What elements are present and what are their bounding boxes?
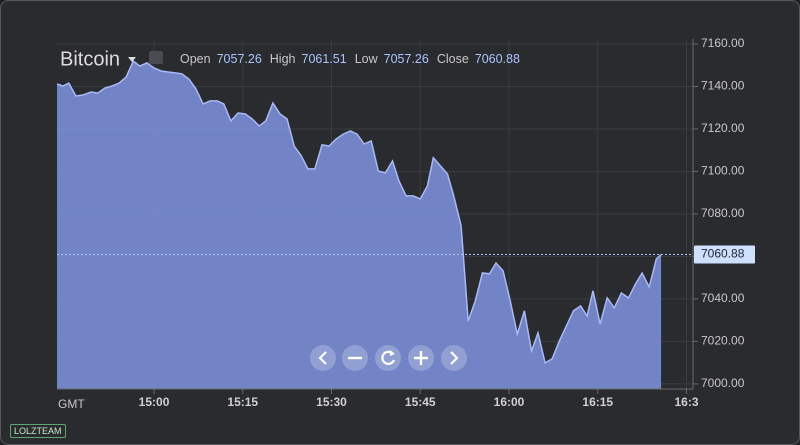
legend-value: 7057.26 (216, 52, 262, 66)
x-tick-label: 16:15 (582, 395, 613, 409)
watermark: LOLZTEAM (10, 424, 66, 438)
y-tick-label: 7040.00 (701, 291, 745, 305)
reset-button[interactable] (375, 345, 401, 371)
y-tick-label: 7160.00 (701, 36, 745, 50)
next-button[interactable] (441, 345, 467, 371)
last-price-label: 7060.88 (701, 247, 745, 261)
y-tick-label: 7000.00 (701, 376, 745, 390)
area-fill (57, 61, 662, 389)
y-tick-label: 7080.00 (701, 206, 745, 220)
y-tick-label: 7140.00 (701, 79, 745, 93)
title-dropdown[interactable] (128, 57, 136, 62)
legend-value: 7061.51 (301, 52, 347, 66)
x-axis-label: GMT (58, 397, 85, 411)
x-tick-label: 15:30 (316, 395, 347, 409)
chart-title: Bitcoin (60, 48, 120, 70)
y-tick-label: 7100.00 (701, 164, 745, 178)
legend-label: Open (180, 52, 211, 66)
y-tick-label: 7020.00 (701, 334, 745, 348)
legend-label: Low (354, 52, 378, 66)
x-tick-label: 16:3 (674, 395, 698, 409)
legend-label: High (269, 52, 296, 66)
legend-value: 7057.26 (383, 52, 429, 66)
zoom-out-button[interactable] (342, 345, 368, 371)
nav-buttons (310, 345, 467, 371)
prev-button[interactable] (310, 345, 336, 371)
area-line (56, 59, 662, 365)
zoom-in-button[interactable] (408, 345, 434, 371)
settings-icon[interactable] (149, 51, 163, 64)
legend-value: 7060.88 (474, 52, 520, 66)
last-price-box (694, 245, 755, 264)
x-tick-label: 15:15 (227, 395, 258, 409)
x-tick-label: 15:00 (139, 395, 170, 409)
y-tick-label: 7120.00 (701, 121, 745, 135)
x-tick-label: 15:45 (405, 395, 436, 409)
ohlc-legend: Open 7057.26 High 7061.51 Low 7057.26 Close 706… (180, 52, 522, 66)
x-tick-label: 16:00 (494, 395, 525, 409)
legend-label: Close (436, 52, 469, 66)
